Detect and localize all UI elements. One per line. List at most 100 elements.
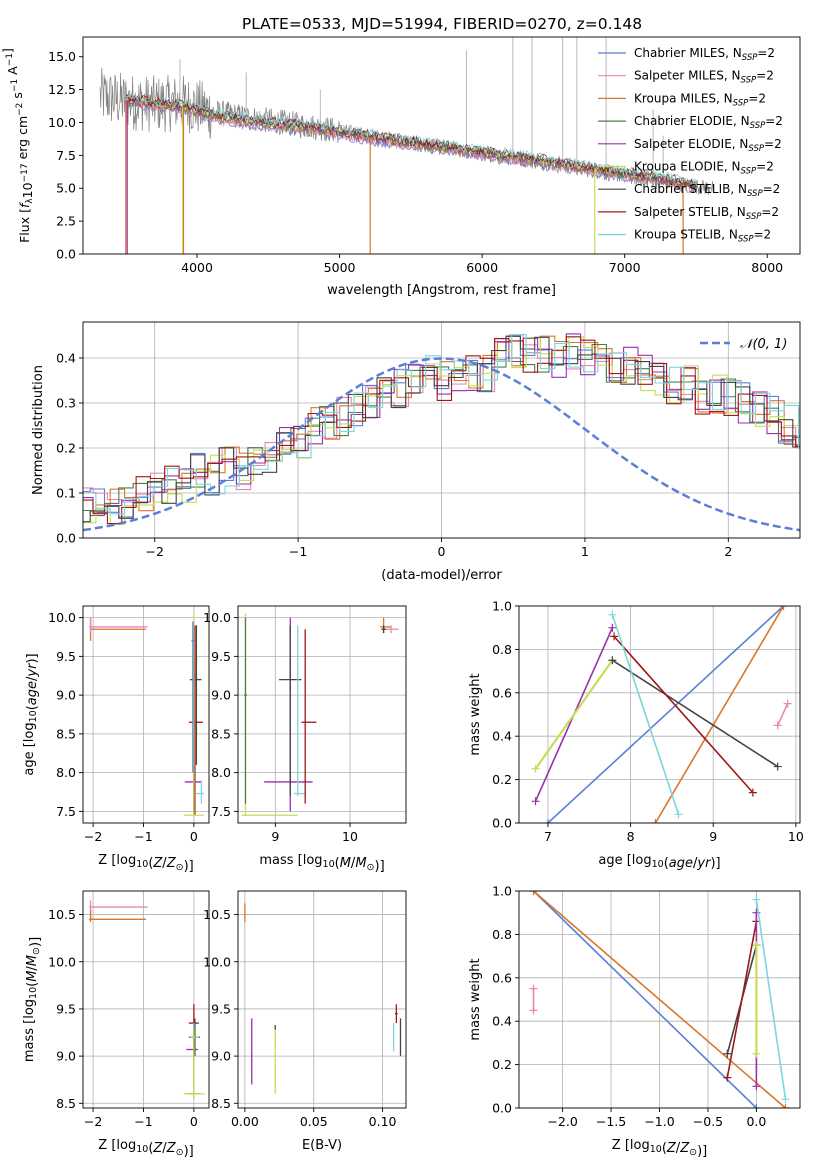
- mass-vs-Z-axes: −2 −1 0 8.5 9.0 9.5 10.0 10.5 Z [log10(Z/Z⊙)] mas…: [22, 890, 210, 1159]
- weight-marker: [748, 788, 757, 797]
- y-tick-label: 2.5: [56, 214, 76, 229]
- y-tick-label: 10.0: [203, 954, 231, 969]
- weight-marker: [529, 1006, 538, 1015]
- y-tick-label: 9.5: [211, 1001, 231, 1016]
- weight-line-cyan: [611, 614, 680, 815]
- weight-line-red: [613, 635, 754, 794]
- age-vs-Z-axes: −2 −1 0 7.5 8.0 8.5 9.0 9.5 10.0 Z [log10(Z/Z⊙)] a…: [22, 605, 210, 874]
- legend-entry: Kroupa STELIB, NSSP=2: [634, 228, 771, 245]
- x-axis-label: age [log10(age/yr)]: [598, 853, 720, 871]
- spectrum-axes: 4000 5000 6000 7000 8000 0.0 2.5 5.0 7.5 10.0 12.5…: [0, 36, 801, 298]
- residuals-axes: −2 −1 0 1 2 0.0 0.1 0.2 0.3 0.4 (data-model)/error…: [31, 321, 801, 583]
- y-tick-label: 10.0: [48, 115, 76, 130]
- y-tick-label: 0.2: [492, 772, 512, 787]
- weight-marker: [651, 819, 660, 823]
- mass-vs-Z-frame: [82, 890, 210, 1109]
- y-tick-label: 7.5: [211, 804, 231, 819]
- y-tick-label: 8.5: [211, 1096, 231, 1111]
- y-tick-label: 8.0: [56, 765, 76, 780]
- residuals-frame: [82, 321, 801, 539]
- weight-line-blue: [532, 891, 757, 1108]
- legend-entry: Kroupa ELODIE, NSSP=2: [634, 160, 774, 177]
- x-tick-label: 7000: [609, 260, 641, 275]
- weight-marker: [543, 819, 552, 823]
- y-tick-label: 9.5: [56, 649, 76, 664]
- model-spectrum-blue: [125, 100, 697, 193]
- y-tick-label: 0.6: [492, 685, 512, 700]
- y-tick-label: 0.0: [492, 1101, 512, 1116]
- legend-entry: Kroupa MILES, NSSP=2: [634, 91, 766, 108]
- weight-line-blue: [547, 606, 785, 823]
- x-tick-label: −2: [84, 1114, 102, 1129]
- y-tick-label: 0.4: [492, 729, 512, 744]
- x-axis-label: mass [log10(M/M⊙)]: [259, 853, 384, 874]
- y-axis-label: mass weight: [468, 958, 483, 1040]
- spectrum-legend: Chabrier MILES, NSSP=2 Salpeter MILES, NS…: [598, 46, 783, 245]
- weight-marker: [723, 1049, 732, 1058]
- x-tick-label: 5000: [324, 260, 356, 275]
- legend-entry: Salpeter MILES, NSSP=2: [634, 69, 774, 86]
- weight-line-red: [726, 921, 758, 1078]
- x-tick-label: −1.5: [596, 1114, 626, 1129]
- age-vs-Z-plot-area: [89, 613, 204, 818]
- weight-line-orange: [532, 891, 787, 1108]
- x-tick-label: 0.0: [746, 1114, 766, 1129]
- x-tick-label: 0.00: [231, 1114, 259, 1129]
- weight-line-cyan: [755, 899, 787, 1100]
- model-spectrum-dark: [125, 94, 697, 188]
- weight-vs-Z-frame: [518, 890, 801, 1109]
- y-axis-label: Flux [fλ10−17 erg cm−2 s−1 A−1]: [0, 48, 35, 243]
- y-tick-label: 8.0: [211, 765, 231, 780]
- weight-marker: [608, 656, 617, 665]
- residual-histogram-orange: [83, 335, 800, 512]
- x-tick-label: −1: [134, 1114, 152, 1129]
- weight-vs-age-frame: [518, 605, 801, 824]
- weight-line-orange: [654, 606, 785, 823]
- y-axis-label: mass [log10(M/M⊙)]: [22, 937, 43, 1062]
- y-tick-label: 10.5: [203, 907, 231, 922]
- x-tick-label: 7: [544, 829, 552, 844]
- y-tick-label: 1.0: [492, 599, 512, 614]
- mass-vs-Z-plot-area: [89, 900, 205, 1099]
- model-spectrum-red: [125, 94, 697, 185]
- y-tick-label: 10.0: [48, 610, 76, 625]
- y-tick-label: 10.0: [48, 954, 76, 969]
- x-tick-label: −0.5: [693, 1114, 723, 1129]
- weight-marker: [608, 623, 617, 632]
- legend-entry: 𝒩(0, 1): [740, 337, 787, 352]
- weight-marker: [610, 632, 619, 641]
- y-tick-label: 5.0: [56, 181, 76, 196]
- mass-vs-EBV-plot-area: [244, 903, 402, 1094]
- spectrum-frame: [82, 36, 801, 255]
- x-tick-label: 9: [709, 829, 717, 844]
- weight-marker: [773, 721, 782, 730]
- legend-entry: Chabrier STELIB, NSSP=2: [634, 182, 780, 199]
- y-tick-label: 0.8: [492, 927, 512, 942]
- x-tick-label: 10: [788, 829, 804, 844]
- weight-marker: [723, 1073, 732, 1082]
- x-axis-label: E(B-V): [302, 1138, 342, 1153]
- weight-line-pink: [776, 703, 789, 726]
- weight-marker: [773, 762, 782, 771]
- residual-histogram-cyan: [83, 334, 800, 515]
- y-tick-label: 8.5: [211, 726, 231, 741]
- x-tick-label: 1: [581, 544, 589, 559]
- spectrum-plot-area: [99, 37, 714, 254]
- legend-entry: Chabrier MILES, NSSP=2: [634, 46, 775, 63]
- x-tick-label: 0.05: [300, 1114, 328, 1129]
- x-axis-label: wavelength [Angstrom, rest frame]: [327, 283, 556, 298]
- weight-marker: [752, 1049, 761, 1058]
- x-tick-label: −2.0: [547, 1114, 577, 1129]
- y-tick-label: 8.5: [56, 1096, 76, 1111]
- y-tick-label: 0.4: [492, 1014, 512, 1029]
- weight-marker: [752, 895, 761, 904]
- weight-marker: [752, 1082, 761, 1091]
- y-tick-label: 8.5: [56, 726, 76, 741]
- figure-title: PLATE=0533, MJD=51994, FIBERID=0270, z=0…: [242, 15, 642, 33]
- y-tick-label: 9.0: [56, 688, 76, 703]
- x-tick-label: 9: [271, 829, 279, 844]
- y-tick-label: 0.8: [492, 642, 512, 657]
- y-tick-label: 0.2: [492, 1057, 512, 1072]
- x-axis-label: (data-model)/error: [381, 568, 502, 583]
